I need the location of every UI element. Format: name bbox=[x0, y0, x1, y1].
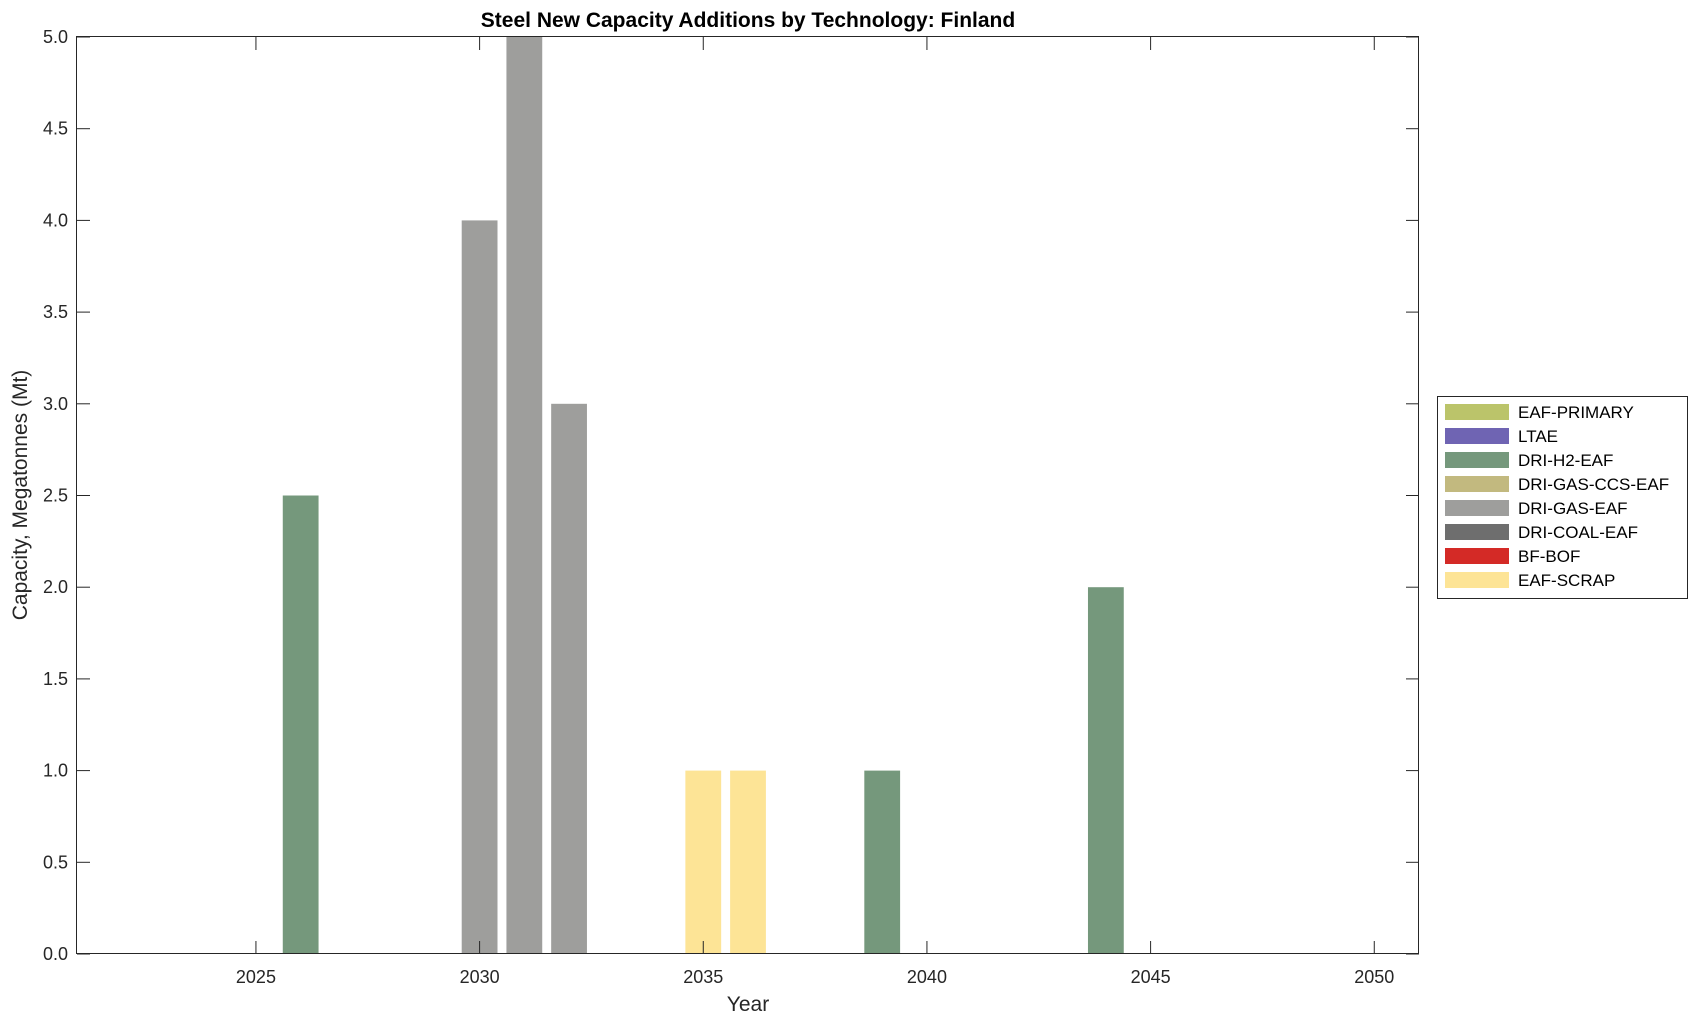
y-tick-label: 2.0 bbox=[43, 577, 68, 597]
bar-dri-h2-eaf-2044 bbox=[1087, 587, 1124, 954]
y-tick-label: 4.0 bbox=[43, 210, 68, 230]
legend-label-ltae: LTAE bbox=[1518, 427, 1558, 446]
legend-label-eaf-scrap: EAF-SCRAP bbox=[1518, 571, 1615, 590]
legend-swatch-dri-coal-eaf bbox=[1445, 524, 1509, 540]
x-tick-label: 2050 bbox=[1354, 967, 1394, 987]
legend-swatch-eaf-primary bbox=[1445, 404, 1509, 420]
y-tick-label: 0.0 bbox=[43, 944, 68, 964]
y-tick-label: 3.5 bbox=[43, 302, 68, 322]
x-tick-label: 2030 bbox=[460, 967, 500, 987]
legend-label-eaf-primary: EAF-PRIMARY bbox=[1518, 403, 1634, 422]
legend-label-bf-bof: BF-BOF bbox=[1518, 547, 1580, 566]
x-tick-label: 2025 bbox=[236, 967, 276, 987]
y-tick-label: 2.5 bbox=[43, 486, 68, 506]
legend-swatch-ltae bbox=[1445, 428, 1509, 444]
y-tick-label: 1.0 bbox=[43, 761, 68, 781]
legend-swatch-dri-h2-eaf bbox=[1445, 452, 1509, 468]
legend-swatch-eaf-scrap bbox=[1445, 572, 1509, 588]
legend: EAF-PRIMARY LTAE DRI-H2-EAF DRI-GAS-CCS-EAF… bbox=[1437, 396, 1688, 599]
legend-box bbox=[1437, 396, 1688, 599]
bar-dri-gas-eaf-2031 bbox=[506, 37, 543, 954]
bar-dri-gas-eaf-2030 bbox=[461, 220, 498, 954]
bar-eaf-scrap-2035 bbox=[685, 770, 722, 954]
bar-dri-h2-eaf-2039 bbox=[864, 770, 901, 954]
legend-label-dri-h2-eaf: DRI-H2-EAF bbox=[1518, 451, 1613, 470]
x-axis-title: Year bbox=[727, 993, 769, 1016]
y-tick-label: 3.0 bbox=[43, 394, 68, 414]
bar-eaf-scrap-2036 bbox=[730, 770, 766, 954]
legend-swatch-dri-gas-ccs-eaf bbox=[1445, 476, 1509, 492]
x-tick-label: 2040 bbox=[907, 967, 947, 987]
x-tick-label: 2035 bbox=[683, 967, 723, 987]
legend-label-dri-coal-eaf: DRI-COAL-EAF bbox=[1518, 523, 1638, 542]
legend-label-dri-gas-eaf: DRI-GAS-EAF bbox=[1518, 499, 1628, 518]
y-tick-label: 5.0 bbox=[43, 27, 68, 47]
y-tick-label: 0.5 bbox=[43, 852, 68, 872]
legend-swatch-bf-bof bbox=[1445, 548, 1509, 564]
legend-label-dri-gas-ccs-eaf: DRI-GAS-CCS-EAF bbox=[1518, 475, 1669, 494]
x-tick-label: 2045 bbox=[1131, 967, 1171, 987]
chart-title: Steel New Capacity Additions by Technolo… bbox=[481, 9, 1015, 32]
bar-dri-gas-eaf-2032 bbox=[551, 403, 587, 954]
y-axis-title: Capacity, Megatonnes (Mt) bbox=[9, 370, 32, 621]
legend-swatch-dri-gas-eaf bbox=[1445, 500, 1509, 516]
bar-dri-h2-eaf-2026 bbox=[282, 495, 319, 954]
bars-group bbox=[282, 37, 1124, 954]
y-tick-label: 1.5 bbox=[43, 669, 68, 689]
ticks-group: 0.0 0.5 1.0 1.5 2.0 2.5 3.0 3.5 4.0 4.5 5.0 2025 203… bbox=[43, 27, 1419, 987]
y-tick-label: 4.5 bbox=[43, 119, 68, 139]
